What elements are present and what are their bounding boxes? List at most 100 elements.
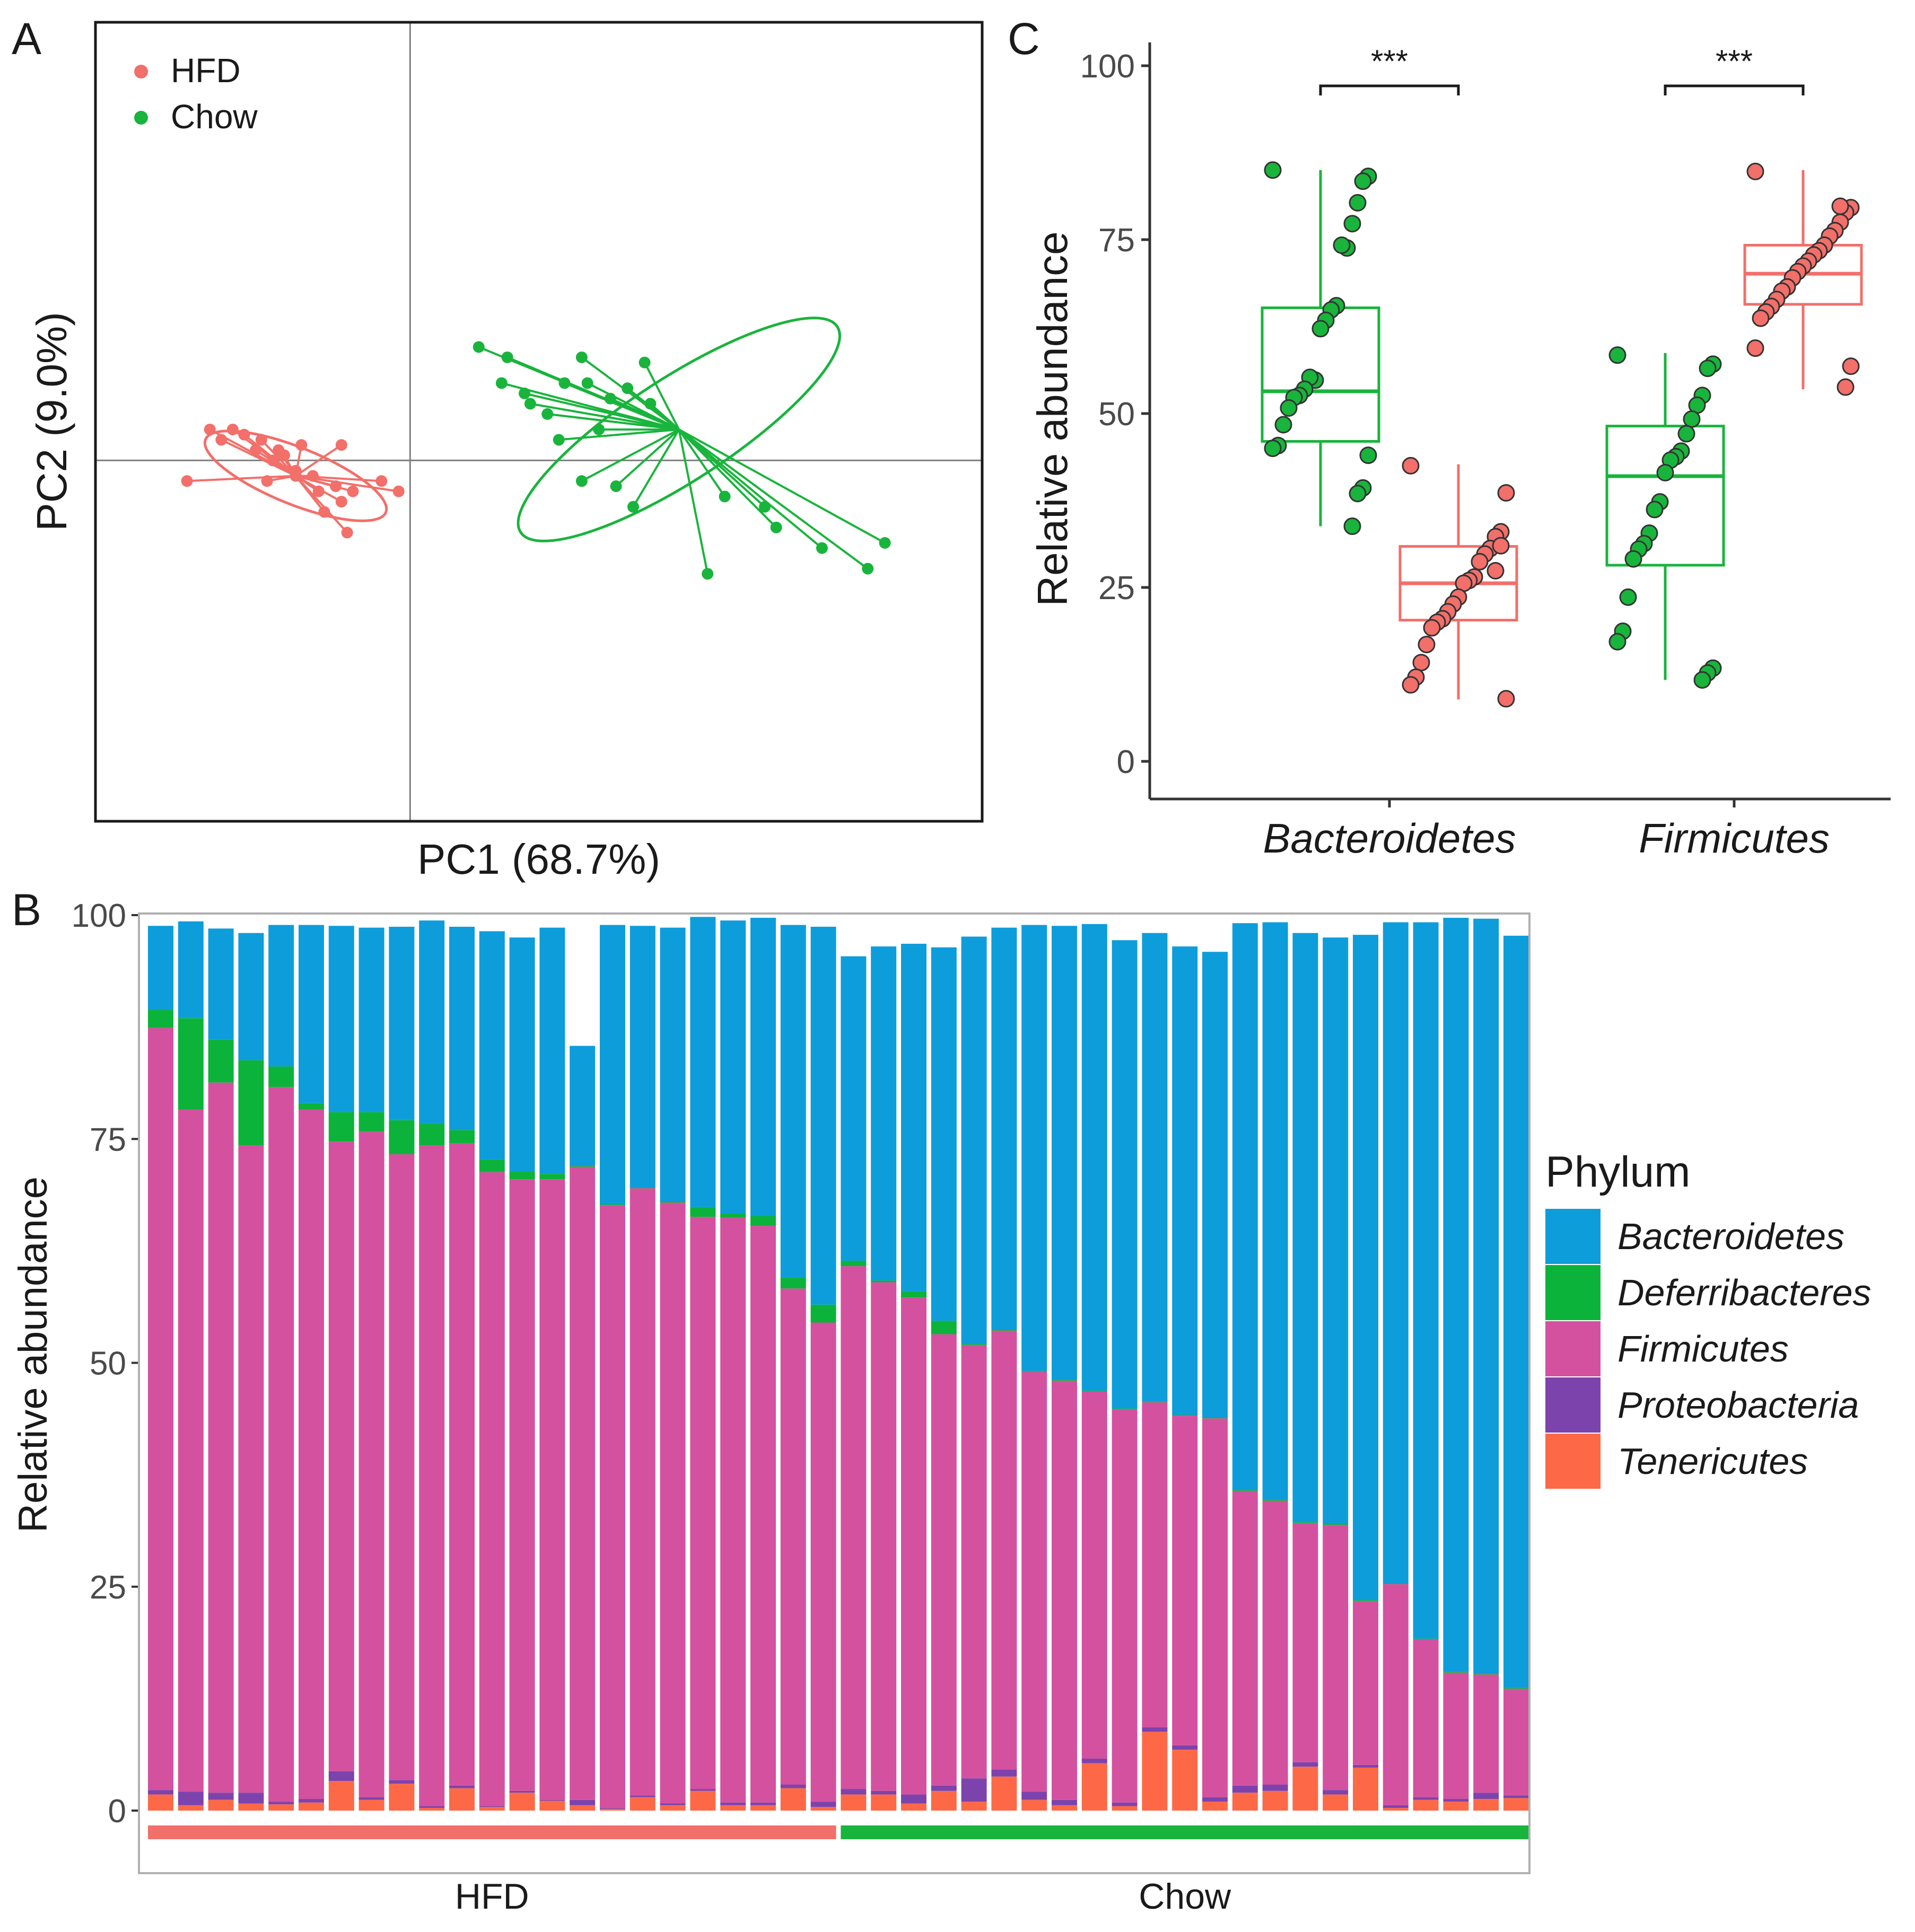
box-firmicutes-chow-point (1619, 588, 1637, 606)
bar-segment-bacteroidetes (1021, 925, 1047, 1371)
bar-segment-deferribacteres (449, 1130, 475, 1144)
bar-segment-deferribacteres (570, 1165, 596, 1167)
bar-segment-deferribacteres (419, 1123, 445, 1146)
ellipse-chow (517, 317, 841, 542)
bar-segment-firmicutes (1052, 1381, 1077, 1800)
bar-segment-firmicutes (1021, 1372, 1047, 1792)
bar-segment-firmicutes (539, 1179, 565, 1800)
bar-segment-proteobacteria (1503, 1795, 1529, 1798)
bar-segment-tenericutes (1292, 1767, 1318, 1811)
bar-segment-tenericutes (1443, 1802, 1469, 1811)
box-bacteroidetes-hfd-point (1497, 690, 1515, 708)
bar-segment-deferribacteres (1262, 1499, 1288, 1501)
bar-segment-deferribacteres (629, 1187, 655, 1189)
box-firmicutes-chow-point (1683, 410, 1701, 428)
bar-segment-firmicutes (1112, 1409, 1138, 1803)
point-hfd (330, 480, 342, 493)
bar-segment-bacteroidetes (931, 947, 957, 1321)
bar-segment-proteobacteria (570, 1799, 596, 1805)
box-firmicutes-chow-point (1693, 671, 1711, 689)
bar-segment-proteobacteria (449, 1785, 475, 1788)
significance-label-firmicutes: *** (1716, 43, 1753, 79)
spoke-chow (547, 412, 679, 431)
legend-label-chow: Chow (171, 98, 258, 136)
bar-segment-bacteroidetes (479, 931, 505, 1160)
point-hfd (273, 444, 285, 456)
bar-segment-bacteroidetes (1292, 933, 1318, 1523)
origin-lines (95, 22, 982, 821)
bar-segment-deferribacteres (509, 1171, 535, 1180)
y-tick-label: 100 (1080, 48, 1135, 85)
bar-segment-tenericutes (600, 1808, 625, 1811)
bar-segment-firmicutes (1353, 1601, 1378, 1765)
bar-segment-bacteroidetes (1081, 924, 1107, 1391)
legend-swatch-firmicutes (1545, 1321, 1601, 1376)
point-chow (862, 563, 874, 575)
bar-segment-proteobacteria (1443, 1799, 1469, 1802)
point-chow (879, 537, 891, 549)
spoke-chow (632, 429, 680, 507)
bar-segment-tenericutes (1052, 1805, 1077, 1811)
bar-segment-deferribacteres (1353, 1600, 1378, 1601)
bar-segment-tenericutes (268, 1804, 294, 1811)
bar-segment-deferribacteres (389, 1120, 415, 1154)
bar-segment-tenericutes (1112, 1806, 1138, 1811)
box-firmicutes-chow-point (1608, 633, 1627, 651)
significance-bracket-firmicutes (1664, 84, 1805, 95)
y-ticks-b: 0 25 50 75 100 (72, 898, 139, 1830)
bar-segment-tenericutes (991, 1776, 1017, 1811)
bar-segment-firmicutes (449, 1143, 475, 1786)
panel-c: C 0 25 50 75 100 Bacteroidetes Firmicutes ***… (1008, 14, 1891, 862)
bar-segment-proteobacteria (148, 1790, 173, 1795)
y-ticks-c: 0 25 50 75 100 (1080, 48, 1150, 780)
bar-segment-proteobacteria (901, 1794, 926, 1804)
bar-segment-deferribacteres (901, 1291, 926, 1298)
point-hfd (312, 485, 325, 497)
box-bacteroidetes-chow-iqr (1261, 306, 1380, 443)
y-tick-label: 100 (72, 898, 126, 934)
point-hfd (261, 475, 273, 487)
bar-segment-proteobacteria (1353, 1764, 1378, 1768)
bar-segment-deferribacteres (1503, 1688, 1529, 1689)
bar-segment-deferribacteres (720, 1213, 746, 1218)
bar-segment-proteobacteria (358, 1797, 384, 1800)
bar-segment-firmicutes (1443, 1672, 1469, 1799)
bar-segment-proteobacteria (268, 1802, 294, 1805)
spoke-chow (678, 429, 709, 574)
box-firmicutes-chow-point (1624, 550, 1642, 568)
box-firmicutes-hfd-point (1746, 339, 1764, 357)
bar-segment-firmicutes (690, 1217, 716, 1789)
legend-label-hfd: HFD (171, 51, 241, 90)
box-firmicutes-hfd-point (1752, 309, 1770, 327)
bar-segment-firmicutes (1292, 1523, 1318, 1762)
bar-segment-tenericutes (810, 1807, 836, 1811)
box-bacteroidetes-chow-point (1359, 446, 1377, 464)
bar-segment-deferribacteres (931, 1321, 957, 1334)
bar-segment-tenericutes (961, 1802, 987, 1811)
bar-segment-tenericutes (1383, 1807, 1409, 1811)
bar-segment-tenericutes (208, 1799, 234, 1811)
group-label-chow: Chow (1139, 1876, 1231, 1917)
bar-segment-tenericutes (238, 1803, 264, 1811)
bar-segment-proteobacteria (178, 1792, 204, 1805)
bar-segment-tenericutes (780, 1788, 806, 1811)
point-chow (644, 398, 657, 410)
point-chow (501, 351, 513, 363)
bar-segment-bacteroidetes (1383, 922, 1409, 1583)
bar-segment-bacteroidetes (358, 927, 384, 1112)
bar-segment-deferribacteres (750, 1216, 776, 1226)
point-chow (627, 500, 639, 513)
bar-segment-deferribacteres (178, 1018, 204, 1110)
bar-segment-firmicutes (841, 1266, 867, 1789)
box-bacteroidetes-chow-point (1274, 416, 1292, 434)
point-hfd (307, 470, 319, 482)
bar-segment-bacteroidetes (629, 926, 655, 1188)
point-hfd (375, 475, 388, 487)
point-chow (558, 377, 571, 389)
bar-segment-tenericutes (1503, 1798, 1529, 1811)
point-chow (473, 341, 485, 353)
bar-segment-tenericutes (358, 1799, 384, 1811)
bar-segment-bacteroidetes (1473, 918, 1499, 1674)
bar-segment-proteobacteria (871, 1790, 897, 1795)
bar-segment-proteobacteria (1383, 1805, 1409, 1808)
